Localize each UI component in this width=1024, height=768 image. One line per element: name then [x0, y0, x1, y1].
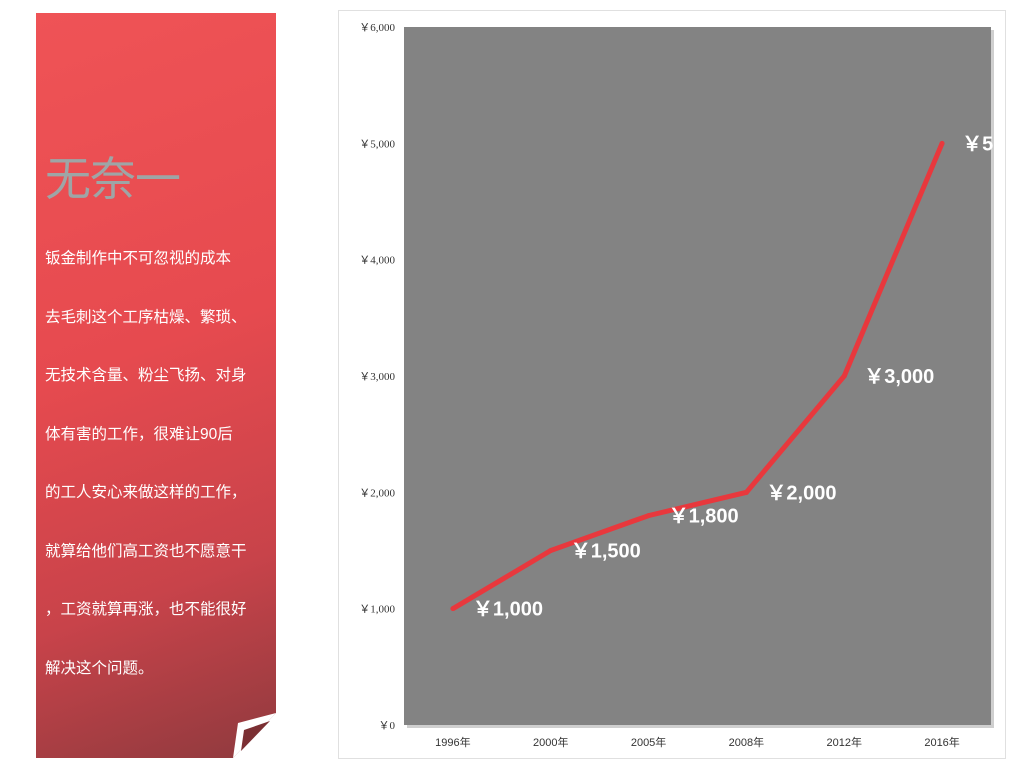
y-tick-label: ￥0 [379, 720, 396, 732]
x-tick-label: 1996年 [435, 735, 470, 749]
text-panel: 无奈一 钣金制作中不可忽视的成本 去毛刺这个工序枯燥、繁琐、 无技术含量、粉尘飞… [36, 13, 276, 758]
panel-line: 解决这个问题。 [45, 659, 154, 677]
panel-body: 钣金制作中不可忽视的成本 去毛刺这个工序枯燥、繁琐、 无技术含量、粉尘飞扬、对身… [45, 235, 276, 703]
panel-line: 就算给他们高工资也不愿意干 [45, 542, 247, 560]
data-point [743, 489, 749, 495]
data-point [646, 513, 652, 519]
data-label: ￥1,500 [571, 541, 641, 563]
data-label: ￥1,000 [473, 599, 543, 621]
data-point [841, 373, 847, 379]
series-line [451, 142, 945, 611]
data-label: ￥1,800 [669, 506, 739, 528]
x-tick-label: 2000年 [533, 735, 568, 749]
x-tick-label: 2008年 [729, 735, 764, 749]
line-chart: ￥0 ￥1,000 ￥2,000 ￥3,000 ￥4,000 ￥5,000 ￥6,000 19… [359, 22, 1005, 749]
panel-line: ，工资就算再涨，也不能很好 [45, 601, 247, 618]
y-tick-label: ￥2,000 [359, 487, 395, 499]
data-label: ￥5,000 [962, 133, 1005, 155]
y-tick-label: ￥6,000 [359, 22, 395, 34]
data-label: ￥3,000 [864, 366, 934, 388]
data-point [548, 548, 554, 553]
y-tick-label: ￥1,000 [359, 604, 395, 616]
data-label: ￥2,000 [766, 482, 836, 504]
plot-area [404, 27, 991, 725]
panel-line: 无技术含量、粉尘飞扬、对身 [45, 367, 247, 384]
x-tick-label: 2005年 [631, 735, 666, 749]
panel-title: 无奈一 [45, 153, 181, 205]
x-tick-label: 2012年 [827, 735, 862, 749]
y-tick-label: ￥4,000 [359, 255, 395, 267]
panel-line: 去毛刺这个工序枯燥、繁琐、 [45, 308, 247, 326]
panel-line: 钣金制作中不可忽视的成本 [45, 250, 232, 267]
data-point [450, 606, 456, 612]
chart-frame: ￥0 ￥1,000 ￥2,000 ￥3,000 ￥4,000 ￥5,000 ￥6,000 19… [338, 10, 1006, 759]
x-tick-label: 2016年 [924, 735, 959, 749]
y-tick-label: ￥5,000 [359, 138, 395, 150]
y-tick-label: ￥3,000 [359, 371, 395, 383]
panel-line: 体有害的工作，很难让90后 [45, 425, 233, 443]
data-point [939, 140, 945, 146]
panel-line: 的工人安心来做这样的工作， [45, 484, 247, 501]
